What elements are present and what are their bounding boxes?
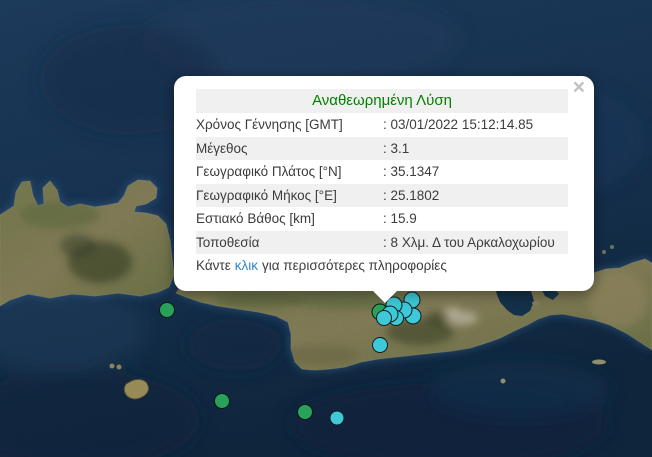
earthquake-marker-cyan[interactable]	[372, 337, 388, 353]
earthquake-marker-green[interactable]	[297, 404, 313, 420]
earthquake-marker-cyan[interactable]	[376, 310, 392, 326]
table-row-latitude: Γεωγραφικό Πλάτος [°N] : 35.1347	[196, 160, 568, 184]
popup-footer: Κάντε κλικ για περισσότερες πληροφορίες	[196, 254, 568, 278]
row-label: Χρόνος Γέννησης [GMT]	[196, 117, 343, 132]
row-value: : 3.1	[383, 140, 410, 156]
row-label: Μέγεθος	[196, 140, 248, 156]
row-label: Τοποθεσία	[196, 234, 260, 250]
table-row-magnitude: Μέγεθος : 3.1	[196, 136, 568, 160]
row-value: : 03/01/2022 15:12:14.85	[383, 117, 534, 132]
earthquake-marker-green[interactable]	[214, 393, 230, 409]
table-row-depth: Εστιακό Βάθος [km] : 15.9	[196, 207, 568, 231]
popup-table: Χρόνος Γέννησης [GMT] : 03/01/2022 15:12:…	[196, 113, 568, 254]
close-icon[interactable]: ×	[572, 76, 585, 99]
popup-title: Αναθεωρημένη Λύση	[196, 89, 568, 113]
table-row-origin-time: Χρόνος Γέννησης [GMT] : 03/01/2022 15:12:…	[196, 113, 568, 137]
table-row-longitude: Γεωγραφικό Μήκος [°E] : 25.1802	[196, 183, 568, 207]
earthquake-marker-cyan[interactable]	[329, 410, 345, 426]
earthquake-marker-green[interactable]	[159, 302, 175, 318]
earthquake-popup: × Αναθεωρημένη Λύση Χρόνος Γέννησης [GMT…	[174, 76, 594, 291]
table-row-location: Τοποθεσία : 8 Χλμ. Δ του Αρκαλοχωρίου	[196, 230, 568, 254]
popup-tail	[372, 290, 398, 303]
row-label: Γεωγραφικό Πλάτος [°N]	[196, 164, 342, 179]
row-value: : 15.9	[383, 211, 417, 226]
row-value: : 8 Χλμ. Δ του Αρκαλοχωρίου	[383, 234, 555, 250]
more-info-link[interactable]: κλικ	[234, 258, 258, 273]
footer-text-suffix: για περισσότερες πληροφορίες	[262, 258, 447, 273]
row-label: Γεωγραφικό Μήκος [°E]	[196, 187, 337, 203]
footer-text-prefix: Κάντε	[196, 258, 231, 273]
row-label: Εστιακό Βάθος [km]	[196, 211, 315, 226]
row-value: : 35.1347	[383, 164, 440, 179]
row-value: : 25.1802	[383, 187, 440, 203]
